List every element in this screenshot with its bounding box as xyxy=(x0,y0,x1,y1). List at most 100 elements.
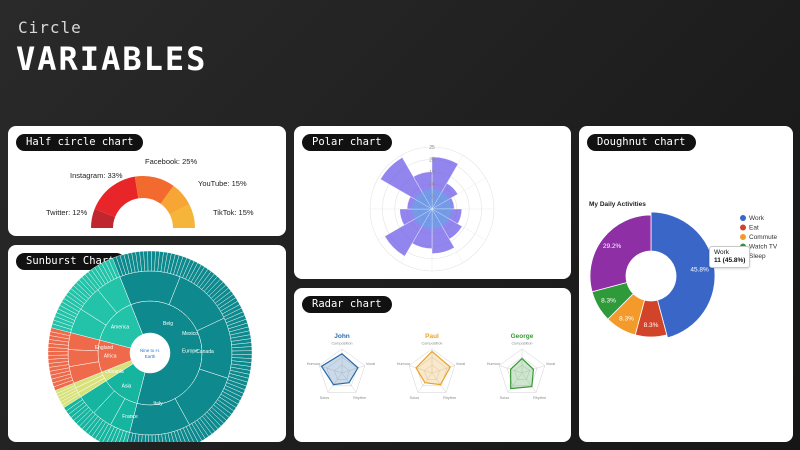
polar-bar-inner xyxy=(432,199,452,209)
half-circle-chart: Twitter: 12% Instagram: 33% Facebook: 25% Y… xyxy=(46,157,254,228)
radar-series-title: John xyxy=(334,333,350,340)
legend-label: Watch TV xyxy=(749,244,778,251)
doughnut-slice-label: 8.3% xyxy=(644,322,659,329)
radar-grid xyxy=(506,356,538,387)
radar-grid xyxy=(326,356,358,387)
polar-card: Polar chart 25 20 15 10 5 xyxy=(294,126,571,279)
doughnut-slice-label: 29.2% xyxy=(603,243,622,250)
sunburst-outer-segment xyxy=(108,257,121,279)
sunburst-center-label: Earth xyxy=(145,354,156,359)
half-circle-card: Half circle chart Twitter: 12% Instagram:… xyxy=(8,126,286,236)
radar-spoke xyxy=(507,372,523,393)
polar-bar-inner xyxy=(432,209,452,219)
radar-axis-label: Solos xyxy=(410,396,420,400)
sunburst-mid-label: Belg xyxy=(163,321,173,327)
sunburst-inner-label: Asia xyxy=(122,383,132,389)
sunburst-mid-label: Italy xyxy=(153,401,163,407)
doughnut-slice-label: 8.3% xyxy=(601,298,616,305)
radar-spoke xyxy=(431,365,455,374)
brand-label: Circle xyxy=(18,18,82,37)
radar-series-shape xyxy=(509,357,535,390)
doughnut-chart-title: My Daily Activities xyxy=(589,201,646,208)
radar-card: Radar chart John Composition Vocal Rhythm So… xyxy=(294,288,571,442)
radar-grid xyxy=(416,356,448,387)
radar-spoke xyxy=(327,372,343,393)
sunburst-outer-segment xyxy=(148,434,153,442)
polar-bar-inner xyxy=(422,189,432,209)
sunburst-inner-label: Africa xyxy=(104,354,117,360)
sunburst-mid-label: France xyxy=(122,414,138,420)
doughnut-tooltip: Work 11 (45.8%) xyxy=(709,246,751,268)
radar-axis-label: Humour xyxy=(307,362,321,366)
radar-grid xyxy=(514,364,530,380)
radar-axis-label: Rhythm xyxy=(443,396,456,400)
polar-bar-inner xyxy=(414,209,432,227)
legend-swatch xyxy=(740,234,746,240)
radar-spoke xyxy=(319,365,343,374)
radar-axis-label: Solos xyxy=(500,396,510,400)
half-slice xyxy=(94,176,139,217)
radar-spoke xyxy=(431,372,447,393)
half-slice xyxy=(91,208,116,228)
radar-title: Radar chart xyxy=(302,296,392,313)
polar-title: Polar chart xyxy=(302,134,392,151)
radar-axis-label: Composition xyxy=(511,342,532,346)
polar-tick-label: 20 xyxy=(429,157,435,163)
legend-swatch xyxy=(740,224,746,231)
legend-label: Eat xyxy=(749,225,759,232)
sunburst-chart: Nine to H.Earth Europe Asia Oceania Africa Am… xyxy=(47,250,253,442)
radar-series-title: George xyxy=(511,333,534,340)
polar-bar-inner xyxy=(432,191,450,209)
radar-grid xyxy=(318,348,366,393)
doughnut-slice xyxy=(589,214,652,293)
radar-axis-label: Composition xyxy=(331,342,352,346)
radar-axis-label: Vocal xyxy=(546,362,555,366)
radar-grid xyxy=(408,348,456,393)
polar-tick-label: 25 xyxy=(429,145,435,151)
doughnut-slice-label: 8.3% xyxy=(619,315,634,322)
sunburst-outer-segment xyxy=(231,350,253,355)
polar-bar-inner xyxy=(432,189,442,209)
legend-swatch xyxy=(740,215,746,221)
polar-bar-inner xyxy=(414,191,432,209)
radar-series-shape xyxy=(320,353,359,386)
polar-tick-label: 10 xyxy=(429,182,435,188)
radar-axis-label: Humour xyxy=(487,362,501,366)
radar-spoke xyxy=(521,372,537,393)
tooltip-name: Work xyxy=(714,249,730,256)
half-circle-title: Half circle chart xyxy=(16,134,144,151)
sunburst-mid-label: Canada xyxy=(196,349,214,355)
polar-chart: 25 20 15 10 5 xyxy=(369,145,495,272)
sunburst-inner-label: America xyxy=(111,325,130,331)
radar-axis-label: Humour xyxy=(397,362,411,366)
radar-axis-label: Solos xyxy=(320,396,330,400)
half-slice-label: TikTok: 15% xyxy=(213,208,254,217)
half-slice-label: Instagram: 33% xyxy=(70,171,123,180)
legend-label: Sleep xyxy=(749,253,766,260)
radar-axis-label: Rhythm xyxy=(353,396,366,400)
doughnut-slice-label: 45.8% xyxy=(690,267,709,274)
tooltip-value: 11 (45.8%) xyxy=(714,257,746,264)
sunburst-inner-label: Oceania xyxy=(105,369,124,375)
polar-bar-inner xyxy=(432,209,442,229)
radar-axis-label: Vocal xyxy=(366,362,375,366)
radar-chart: John Composition Vocal Rhythm Solos Humour Pau… xyxy=(307,333,556,400)
polar-tick-label: 5 xyxy=(431,195,434,201)
radar-axis-label: Rhythm xyxy=(533,396,546,400)
half-slice xyxy=(169,204,195,228)
legend-label: Work xyxy=(749,215,765,222)
page-title: VARIABLES xyxy=(16,40,208,78)
half-slice xyxy=(134,176,174,204)
polar-bar-inner xyxy=(432,209,450,227)
polar-tick-label: 15 xyxy=(429,170,435,176)
doughnut-slice xyxy=(650,211,716,339)
half-slice-label: Twitter: 12% xyxy=(46,208,88,217)
sunburst-card: Sunburst Chart Nine to H. Earth Europe Asia… xyxy=(8,245,286,442)
sunburst-inner-label: Europe xyxy=(182,348,198,354)
radar-spoke xyxy=(409,365,433,374)
radar-spoke xyxy=(341,365,365,374)
half-slice xyxy=(160,185,190,215)
radar-series-shape xyxy=(415,350,452,386)
sunburst-mid-label: England xyxy=(95,345,114,351)
sunburst-outer-segment xyxy=(47,351,69,356)
